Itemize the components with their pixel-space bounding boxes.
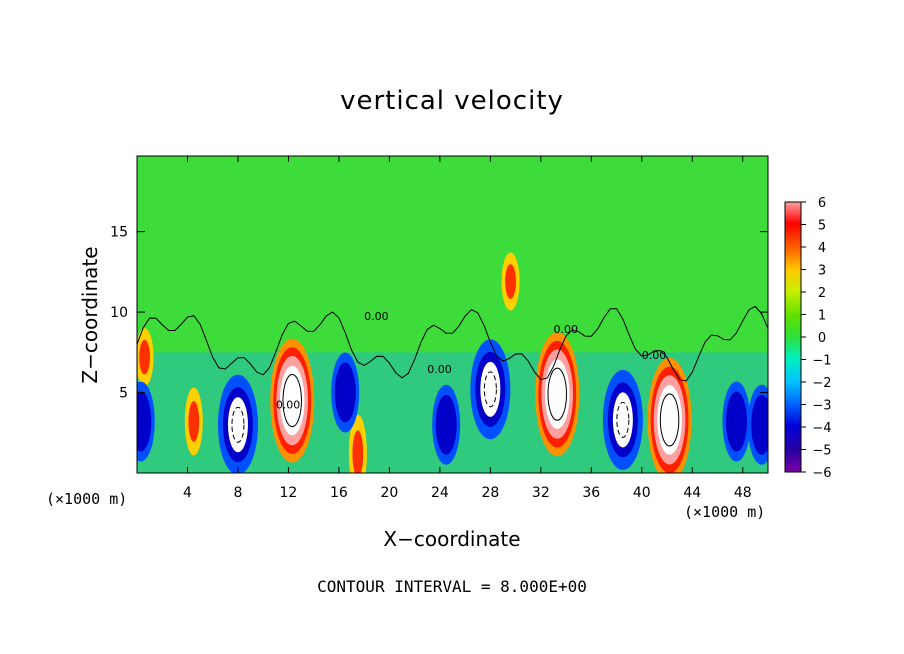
downdraft-cell-3-core bbox=[137, 391, 152, 452]
plot-frame bbox=[136, 155, 769, 474]
colorbar-label-6: 0 bbox=[818, 331, 826, 346]
colorbar-label-10: −4 bbox=[812, 421, 831, 436]
downdraft-cell-2-contour bbox=[483, 371, 497, 408]
colorbar-label-0: 6 bbox=[818, 196, 826, 211]
downdraft-cell-2-extreme bbox=[480, 361, 501, 417]
colorbar-label-9: −3 bbox=[812, 399, 831, 414]
updraft-cell-0-contour bbox=[282, 374, 302, 428]
x-tick-label-5: 24 bbox=[431, 485, 449, 501]
contour-label-3: 0.00 bbox=[364, 310, 389, 323]
x-tick-label-0: 4 bbox=[183, 485, 192, 501]
updraft-cell-0-ring-3 bbox=[279, 365, 305, 436]
x-tick-label-11: 48 bbox=[734, 485, 752, 501]
colorbar-label-12: −6 bbox=[812, 466, 831, 481]
x-tick-label-6: 28 bbox=[481, 485, 499, 501]
x-tick-label-9: 40 bbox=[633, 485, 651, 501]
downdraft-cell-4-core bbox=[334, 362, 356, 423]
x-unit-label-left: (×1000 m) bbox=[46, 490, 128, 508]
zero-contour-line bbox=[137, 305, 768, 382]
y-tick-label-1: 10 bbox=[110, 305, 128, 321]
updraft-cell-6-core bbox=[139, 339, 150, 375]
colorbar-label-3: 3 bbox=[818, 264, 826, 279]
downdraft-cell-1-contour bbox=[616, 401, 630, 438]
updraft-cell-2-ring-3 bbox=[657, 385, 682, 455]
x-axis-label: X−coordinate bbox=[383, 527, 521, 551]
x-tick-label-4: 20 bbox=[380, 485, 398, 501]
updraft-cell-3-core bbox=[188, 401, 200, 442]
x-unit-label-right: (×1000 m) bbox=[684, 503, 766, 521]
chart-title: vertical velocity bbox=[340, 86, 564, 116]
x-tick-label-1: 8 bbox=[233, 485, 242, 501]
colorbar-label-2: 4 bbox=[818, 241, 826, 256]
updraft-cell-4-core bbox=[352, 430, 364, 473]
downdraft-cell-0-contour bbox=[231, 406, 245, 443]
downdraft-cell-1-extreme bbox=[612, 392, 633, 448]
colorbar-label-8: −2 bbox=[812, 376, 831, 391]
downdraft-cell-5-core bbox=[435, 394, 457, 455]
downdraft-cell-0-extreme bbox=[227, 397, 248, 453]
x-tick-label-2: 12 bbox=[280, 485, 298, 501]
colorbar bbox=[784, 201, 802, 473]
contour-label-1: 0.00 bbox=[427, 363, 452, 376]
y-tick-label-2: 15 bbox=[110, 225, 128, 241]
contour-label-2: 0.00 bbox=[642, 349, 667, 362]
y-axis-label: Z−coordinate bbox=[78, 246, 102, 384]
x-tick-label-10: 44 bbox=[683, 485, 701, 501]
colorbar-label-7: −1 bbox=[812, 354, 831, 369]
downdraft-cell-6-core bbox=[725, 391, 747, 452]
colorbar-label-5: 1 bbox=[818, 309, 826, 324]
contour-label-4: 0.00 bbox=[553, 323, 578, 336]
x-tick-label-3: 16 bbox=[330, 485, 348, 501]
updraft-cell-5-core bbox=[505, 264, 516, 299]
updraft-cell-1-ring-3 bbox=[544, 359, 570, 429]
contour-interval-note: CONTOUR INTERVAL = 8.000E+00 bbox=[317, 577, 587, 596]
updraft-cell-2-contour bbox=[659, 393, 680, 447]
downdraft-cell-7-core bbox=[751, 394, 768, 455]
colorbar-label-1: 5 bbox=[818, 219, 826, 234]
colorbar-label-11: −5 bbox=[812, 444, 831, 459]
contour-label-0: 0.00 bbox=[276, 399, 301, 412]
updraft-cell-1-contour bbox=[547, 367, 567, 421]
x-tick-label-7: 32 bbox=[532, 485, 550, 501]
x-tick-label-8: 36 bbox=[582, 485, 600, 501]
y-tick-label-0: 5 bbox=[119, 386, 128, 402]
colorbar-label-4: 2 bbox=[818, 286, 826, 301]
